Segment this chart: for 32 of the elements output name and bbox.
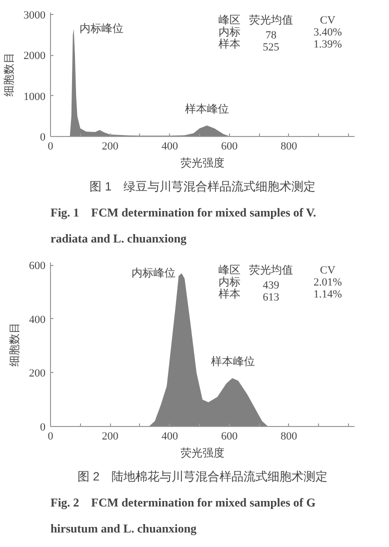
annotation: 内标峰位 xyxy=(131,266,176,280)
text: 峰区 荧光均值 CV xyxy=(218,14,336,26)
x-tick-label: 600 xyxy=(221,430,238,442)
x-tick-label: 800 xyxy=(280,430,298,442)
x-tick-label: 400 xyxy=(161,140,178,152)
y-tick-label: 2000 xyxy=(24,50,46,62)
x-axis-title: 荧光强度 xyxy=(180,446,224,460)
text: 图 2 陆地棉花与川芎混合样品流式细胞术测定 xyxy=(77,470,328,484)
x-tick-label: 600 xyxy=(221,140,238,152)
y-tick-label: 0 xyxy=(40,132,46,144)
text: 峰区 荧光均值 CV xyxy=(218,264,336,276)
x-tick-label: 400 xyxy=(161,430,178,442)
x-axis-title: 荧光强度 xyxy=(180,156,224,170)
x-tick-label: 0 xyxy=(48,430,54,442)
y-tick-label: 1000 xyxy=(24,90,46,103)
y-axis-title: 细胞数目 xyxy=(9,322,21,366)
annotation: 样本峰位 xyxy=(211,355,256,368)
y-tick-label: 400 xyxy=(29,314,46,326)
x-tick-label: 200 xyxy=(102,430,119,442)
y-tick-label: 600 xyxy=(29,260,46,272)
y-tick-label: 0 xyxy=(40,422,46,434)
x-tick-label: 0 xyxy=(48,140,54,152)
x-tick-label: 800 xyxy=(280,140,298,152)
x-tick-label: 200 xyxy=(102,140,119,152)
y-tick-label: 200 xyxy=(29,368,46,380)
y-axis-title: 细胞数目 xyxy=(4,52,16,96)
text: 图 1 绿豆与川芎混合样品流式细胞术测定 xyxy=(89,180,316,194)
annotation: 样本峰位 xyxy=(184,102,229,116)
text: Fig. 2 FCM determination for mixed samples of G hirsutum and L. chuanxiong xyxy=(50,496,316,536)
y-tick-label: 3000 xyxy=(24,10,46,22)
annotation: 内标峰位 xyxy=(80,22,124,35)
text: Fig. 1 FCM determination for mixed samples of V. radiata and L. chuanxiong xyxy=(50,206,316,246)
